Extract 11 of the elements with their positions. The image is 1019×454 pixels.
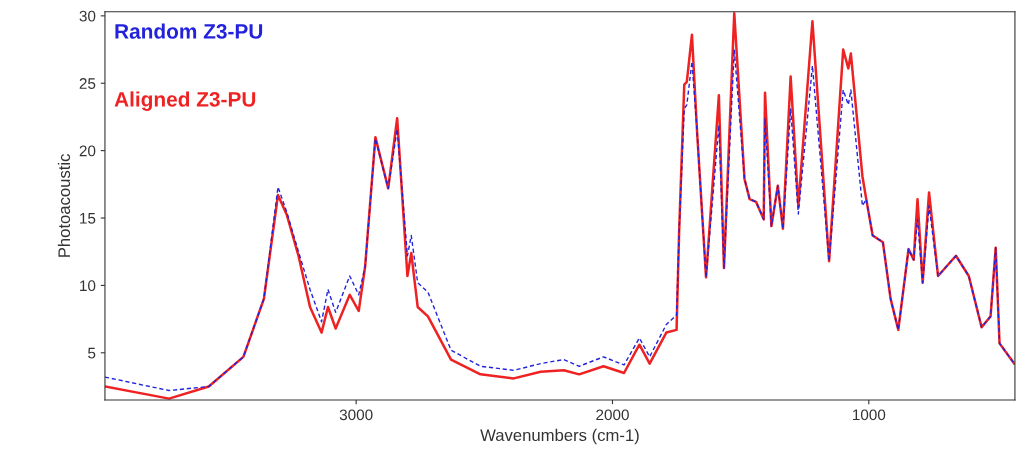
y-axis-title: Photoacoustic <box>57 153 71 257</box>
y-tick-label: 15 <box>80 213 96 224</box>
y-tick-label: 5 <box>88 347 96 359</box>
y-tick-label: 20 <box>79 145 96 157</box>
x-tick-label: 2000 <box>596 409 629 421</box>
x-axis-title: Wavenumbers (cm-1) <box>480 428 639 445</box>
y-tick-label: 25 <box>79 78 96 89</box>
x-tick-label: 3000 <box>339 409 373 421</box>
y-tick-label: 30 <box>79 10 96 22</box>
y-tick-label: 10 <box>80 280 96 292</box>
x-tick-label: 1000 <box>852 409 886 421</box>
